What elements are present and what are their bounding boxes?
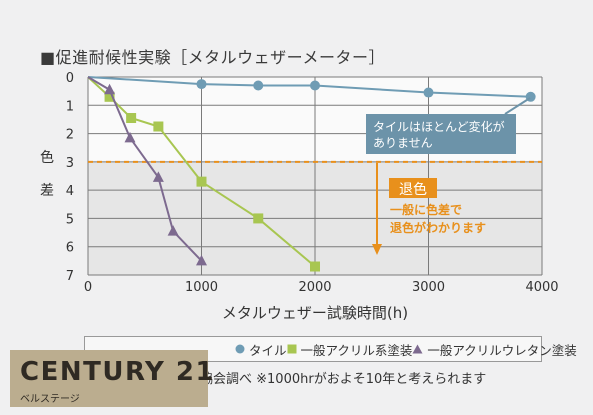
data-point: [104, 91, 115, 102]
y-tick-label: 1: [66, 99, 74, 114]
x-tick-labels: 0 1000 2000 3000 4000: [84, 280, 559, 295]
fade-annotation: 退色 一般に色差で 退色がわかります: [372, 163, 486, 255]
tile-annotation-line2: ありません: [373, 136, 433, 150]
triangle-marker-icon: [412, 344, 423, 354]
logo-main-text: CENTURY 21: [20, 357, 216, 387]
square-marker-icon: [287, 344, 297, 354]
tile-annotation-box: [366, 114, 516, 154]
y-tick-label: 2: [66, 128, 74, 143]
x-tick-label: 3000: [412, 280, 445, 295]
series-line: [87, 76, 531, 98]
data-point: [104, 83, 116, 95]
data-point: [196, 254, 207, 266]
y-tick-label: 3: [66, 156, 74, 171]
legend-label-acrylic: 一般アクリル系塗装: [300, 342, 413, 358]
fade-annotation-line2: 退色がわかります: [390, 220, 486, 235]
legend-label-urethane: 一般アクリルウレタン塗装: [427, 342, 577, 358]
data-point: [196, 79, 207, 90]
y-tick-label: 0: [66, 71, 74, 86]
legend-item-tile: タイル: [235, 340, 287, 359]
tile-annotation-connector: [504, 97, 531, 115]
data-point: [310, 80, 320, 91]
legend-label-tile: タイル: [249, 342, 287, 358]
y-axis-label-2: 差: [40, 183, 54, 199]
x-axis-label: メタルウェザー試験時間(h): [222, 304, 408, 322]
data-point: [126, 113, 137, 124]
legend-item-urethane: 一般アクリルウレタン塗装: [412, 340, 577, 359]
data-point: [152, 171, 164, 182]
data-point: [124, 131, 136, 143]
tile-annotation-line1: タイルはほとんど変化が: [373, 119, 505, 134]
fade-annotation-line1: 一般に色差で: [390, 202, 462, 217]
circle-marker-icon: [235, 344, 245, 354]
tile-annotation: タイルはほとんど変化が ありません: [366, 114, 516, 154]
y-tick-labels: 0 1 2 3 4 5 6 7: [66, 71, 74, 284]
legend-item-acrylic: 一般アクリル系塗装: [287, 340, 413, 359]
y-tick-label: 7: [66, 269, 74, 284]
x-tick-label: 1000: [185, 280, 218, 295]
chart-title: ■促進耐候性実験［メタルウェザーメーター］: [40, 48, 385, 67]
fade-badge-text: 退色: [399, 181, 427, 198]
data-point: [196, 176, 207, 187]
y-tick-label: 4: [66, 184, 74, 199]
fade-arrow-head: [372, 244, 382, 255]
series-2: [87, 76, 207, 266]
data-point: [253, 80, 264, 91]
data-point: [310, 261, 320, 272]
fade-badge: [389, 178, 437, 198]
series-line: [87, 76, 203, 262]
series-layer: [87, 76, 536, 272]
y-tick-label: 5: [66, 212, 74, 227]
x-tick-label: 4000: [525, 280, 558, 295]
x-tick-label: 2000: [298, 280, 331, 295]
footnote: 協会調べ ※1000hrがおよそ10年と考えられます: [200, 372, 487, 387]
data-point: [423, 87, 434, 98]
data-point: [167, 225, 179, 236]
y-tick-label: 6: [66, 241, 74, 256]
series-1: [87, 76, 320, 272]
brand-logo: CENTURY 21 ベルステージ: [10, 350, 214, 407]
logo-sub-text: ベルステージ: [20, 394, 80, 405]
data-point: [153, 121, 164, 132]
data-point: [253, 213, 264, 224]
x-tick-label: 0: [84, 280, 92, 295]
y-axis-label-1: 色: [40, 149, 54, 166]
